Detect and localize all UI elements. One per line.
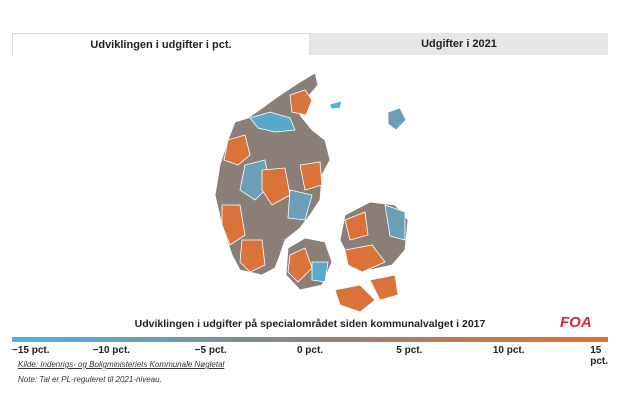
denmark-map — [214, 72, 409, 313]
note: Note: Tal er PL-reguleret til 2021-nivea… — [18, 375, 162, 384]
region — [387, 107, 407, 131]
region — [369, 274, 399, 301]
region — [384, 204, 406, 241]
region — [299, 161, 323, 191]
tab[interactable]: Udgifter i 2021 — [310, 33, 608, 55]
region — [221, 204, 246, 246]
map-caption: Udviklingen i udgifter på specialområdet… — [134, 318, 486, 330]
region — [249, 111, 296, 133]
region — [287, 247, 313, 283]
legend-label: 10 pct. — [492, 345, 525, 356]
legend-label: −15 pct. — [12, 345, 50, 356]
source: Kilde: Indenrigs- og Boligministeriets K… — [18, 360, 225, 369]
legend-label: 15 pct. — [590, 345, 608, 367]
legend-label: −10 pct. — [92, 345, 131, 356]
tab-active[interactable]: Udviklingen i udgifter i pct. — [12, 33, 310, 55]
logo: FOA — [560, 314, 592, 331]
region — [344, 244, 386, 273]
legend-label: 5 pct. — [396, 345, 423, 356]
region — [289, 89, 313, 116]
region — [311, 261, 329, 283]
region — [334, 284, 376, 313]
region — [261, 167, 291, 206]
region — [344, 211, 369, 241]
region — [287, 189, 313, 221]
legend-label: 0 pct. — [296, 345, 324, 356]
region — [239, 239, 266, 273]
color-scale — [12, 337, 608, 342]
legend-label: −5 pct. — [194, 345, 227, 356]
region — [329, 100, 343, 110]
region — [223, 134, 251, 166]
